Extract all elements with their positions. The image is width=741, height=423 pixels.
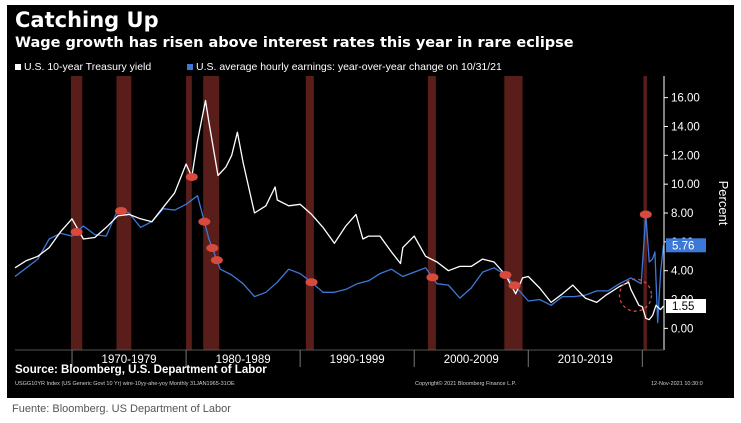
lips-marker-5: [210, 256, 223, 265]
index-info: USGG10YR Index (US Generic Govt 10 Yr) w…: [15, 381, 235, 387]
last-value-label-treasury: 1.55: [672, 301, 694, 313]
recession-band-6: [504, 76, 523, 350]
highlight-circle: [618, 278, 653, 312]
lips-marker-2: [185, 172, 198, 181]
lips-marker-8: [499, 271, 512, 280]
y-tick-label-8: 0.00: [671, 323, 693, 335]
lips-marker-6: [305, 278, 318, 287]
x-tick-label-2: 1990-1999: [330, 354, 385, 366]
series-line-earnings: [14, 195, 665, 324]
y-tick-label-3: 10.00: [671, 179, 700, 191]
y-tick-label-4: 8.00: [671, 208, 693, 220]
legend-label-treasury: U.S. 10-year Treasury yield: [24, 61, 152, 73]
y-tick-label-6: 4.00: [671, 266, 693, 278]
lips-marker-4: [206, 244, 219, 253]
x-tick-label-4: 2010-2019: [558, 354, 613, 366]
lips-marker-7: [426, 273, 439, 282]
lips-marker-3: [198, 217, 211, 226]
lips-marker-9: [508, 281, 521, 290]
last-value-box-earnings: [666, 238, 706, 253]
chart-title: Catching Up: [15, 8, 159, 32]
last-value-label-earnings: 5.76: [672, 240, 694, 252]
recession-band-0: [70, 76, 83, 350]
legend-label-earnings: U.S. average hourly earnings: year-over-…: [196, 61, 502, 73]
recession-band-5: [427, 76, 436, 350]
y-tick-label-0: 16.00: [671, 93, 700, 105]
last-value-box-treasury: [666, 299, 706, 314]
recession-band-3: [203, 76, 220, 350]
legend-swatch-treasury: [15, 64, 21, 70]
x-tick-label-0: 1970-1979: [102, 354, 157, 366]
x-tick-label-3: 2000-2009: [444, 354, 499, 366]
y-axis-title: Percent: [716, 181, 731, 226]
lips-marker-10: [639, 210, 652, 219]
legend-item-treasury: U.S. 10-year Treasury yield: [15, 61, 151, 73]
legend-swatch-earnings: [187, 64, 193, 70]
legend-item-earnings: U.S. average hourly earnings: year-over-…: [187, 61, 502, 73]
recession-band-2: [186, 76, 192, 350]
image-caption: Fuente: Bloomberg. US Department of Labo…: [12, 403, 231, 415]
x-tick-label-1: 1980-1989: [216, 354, 271, 366]
series-line-treasury: [14, 99, 665, 321]
chart-panel: Catching Up Wage growth has risen above …: [7, 5, 734, 398]
chart-subtitle: Wage growth has risen above interest rat…: [15, 35, 574, 51]
source-line: Source: Bloomberg, U.S. Department of La…: [15, 364, 267, 376]
lips-marker-0: [70, 228, 83, 237]
lips-marker-1: [115, 206, 128, 215]
line-chart: 16.0014.0012.0010.008.006.004.002.000.00…: [14, 76, 731, 367]
y-tick-label-2: 12.00: [671, 150, 700, 162]
chart-date: 12-Nov-2021 10:30:0: [651, 381, 703, 387]
y-tick-label-1: 14.00: [671, 121, 700, 133]
copyright: Copyright© 2021 Bloomberg Finance L.P.: [415, 381, 517, 387]
